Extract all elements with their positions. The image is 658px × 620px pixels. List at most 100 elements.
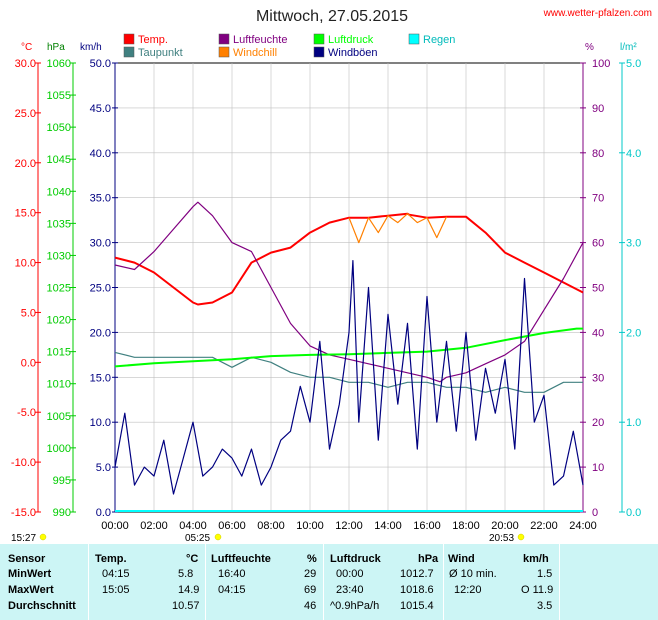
wind-tick-label: 20.0 xyxy=(90,327,111,339)
plot-frame xyxy=(114,62,584,513)
series-line xyxy=(114,260,584,495)
max-press-time: 23:40 xyxy=(336,584,364,596)
avg-label: Durchschnitt xyxy=(8,600,76,612)
temp-header: Temp. xyxy=(95,553,127,565)
legend-label: Temp. xyxy=(138,34,168,46)
header-row: Sensor Temp. °C Luftfeuchte % Luftdruck … xyxy=(0,553,658,568)
wind-tick-label: 35.0 xyxy=(90,193,111,205)
wind-tick-label: 30.0 xyxy=(90,238,111,250)
avg-wind: 3.5 xyxy=(537,600,553,612)
series-line xyxy=(114,201,584,383)
humidity-header: Luftfeuchte xyxy=(211,553,271,565)
sunrise-time: 05:25 xyxy=(185,533,210,544)
x-tick-label: 24:00 xyxy=(569,520,597,532)
x-tick-label: 04:00 xyxy=(179,520,207,532)
wind-tick-label: 10.0 xyxy=(90,417,111,429)
x-tick-label: 06:00 xyxy=(218,520,246,532)
legend-swatch xyxy=(313,33,325,45)
legend-swatch xyxy=(218,33,230,45)
legend-swatch xyxy=(123,46,135,58)
pressure-tick-label: 1060 xyxy=(47,58,71,70)
wind-tick-label: 50.0 xyxy=(90,58,111,70)
separator xyxy=(443,544,444,620)
legend-swatch xyxy=(123,33,135,45)
legend-label: Luftdruck xyxy=(328,34,374,46)
x-tick-label: 22:00 xyxy=(530,520,558,532)
humidity-tick-label: 50 xyxy=(592,283,604,295)
legend-label: Luftfeuchte xyxy=(233,34,287,46)
pressure-tick-label: 995 xyxy=(53,475,71,487)
chart-title: Mittwoch, 27.05.2015 xyxy=(256,8,408,25)
humidity-tick-label: 80 xyxy=(592,148,604,160)
max-wind: O 11.9 xyxy=(521,584,554,596)
pressure-unit-header: hPa xyxy=(418,553,439,565)
min-temp: 5.8 xyxy=(178,568,194,580)
x-tick-label: 12:00 xyxy=(335,520,363,532)
min-hum-time: 16:40 xyxy=(218,568,246,580)
x-tick-label: 02:00 xyxy=(140,520,168,532)
wind-tick-label: 15.0 xyxy=(90,372,111,384)
temp-tick-label: -15.0 xyxy=(11,507,36,519)
max-temp-time: 15:05 xyxy=(102,584,130,596)
temp-tick-label: 5.0 xyxy=(21,307,36,319)
separator xyxy=(559,544,560,620)
legend-label: Taupunkt xyxy=(138,47,183,59)
avg-row: Durchschnitt 10.57 46 ^0.9hPa/h 1015.4 3… xyxy=(0,600,658,615)
temp-tick-label: 10.0 xyxy=(15,258,36,270)
pressure-unit-label: hPa xyxy=(47,42,65,53)
wind-unit-label: km/h xyxy=(80,42,102,53)
pressure-tick-label: 1055 xyxy=(47,90,71,102)
x-tick-label: 10:00 xyxy=(296,520,324,532)
avg-press-trend: ^0.9hPa/h xyxy=(330,600,380,612)
min-hum: 29 xyxy=(304,568,317,580)
humidity-tick-label: 70 xyxy=(592,193,604,205)
x-tick-label: 16:00 xyxy=(413,520,441,532)
rain-tick-label: 0.0 xyxy=(626,507,641,519)
min-wind: 1.5 xyxy=(537,568,553,580)
avg-press: 1015.4 xyxy=(400,600,434,612)
pressure-tick-label: 1045 xyxy=(47,154,71,166)
temp-tick-label: 15.0 xyxy=(15,208,36,220)
rain-tick-label: 4.0 xyxy=(626,148,641,160)
pressure-tick-label: 1000 xyxy=(47,443,71,455)
axis-unit-labels: °C hPa km/h % l/m² xyxy=(21,42,637,53)
sunset-time: 20:53 xyxy=(489,533,514,544)
legend-swatch xyxy=(218,46,230,58)
humidity-unit-header: % xyxy=(307,553,317,565)
pressure-tick-label: 1015 xyxy=(47,347,71,359)
avg-hum: 46 xyxy=(304,600,317,612)
avg-temp: 10.57 xyxy=(172,600,200,612)
max-hum: 69 xyxy=(304,584,317,596)
separator xyxy=(205,544,206,620)
temp-unit-label: °C xyxy=(21,42,32,53)
x-tick-label: 18:00 xyxy=(452,520,480,532)
separator xyxy=(323,544,324,620)
pressure-tick-label: 1050 xyxy=(47,122,71,134)
sun-markers: 15:27 05:25 20:53 xyxy=(11,533,525,544)
temp-tick-label: 25.0 xyxy=(15,108,36,120)
legend-label: Regen xyxy=(423,34,455,46)
min-label: MinWert xyxy=(8,568,52,580)
humidity-tick-label: 30 xyxy=(592,372,604,384)
wind-header: Wind xyxy=(448,553,475,565)
pressure-tick-label: 1025 xyxy=(47,283,71,295)
statistics-table: Sensor Temp. °C Luftfeuchte % Luftdruck … xyxy=(0,544,658,620)
pressure-tick-label: 1035 xyxy=(47,218,71,230)
x-tick-label: 00:00 xyxy=(101,520,129,532)
pressure-tick-label: 990 xyxy=(53,507,71,519)
humidity-tick-label: 0 xyxy=(592,507,598,519)
temp-unit-header: °C xyxy=(186,553,199,565)
pressure-tick-label: 1010 xyxy=(47,379,71,391)
rain-tick-label: 5.0 xyxy=(626,58,641,70)
rain-tick-label: 2.0 xyxy=(626,327,641,339)
max-press: 1018.6 xyxy=(400,584,434,596)
sunset-icon xyxy=(517,533,525,541)
legend-swatch xyxy=(408,33,420,45)
wind-unit-header: km/h xyxy=(523,553,549,565)
series-lines xyxy=(114,201,584,512)
max-label: MaxWert xyxy=(8,584,54,596)
temp-tick-label: -10.0 xyxy=(11,457,36,469)
wind-tick-label: 45.0 xyxy=(90,103,111,115)
rain-unit-label: l/m² xyxy=(620,42,637,53)
